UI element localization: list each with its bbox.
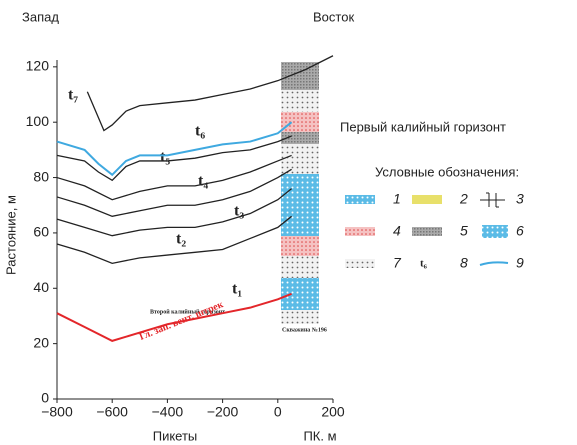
y-tick-label: 0 (41, 390, 49, 406)
series-line (56, 135, 292, 182)
legend: t₆ (345, 192, 509, 270)
layer-label: t₆ (195, 123, 205, 140)
x-tick-label: −400 (152, 404, 184, 420)
series-line (56, 154, 292, 201)
series-line (56, 215, 293, 265)
legend-label: 2 (459, 191, 468, 207)
x-tick-label: −600 (96, 404, 128, 420)
legend-label: 9 (516, 255, 524, 271)
layer-label: t₇ (68, 87, 78, 104)
x-unit-label: ПК. м (303, 428, 336, 443)
y-axis-title: Растояние, м (3, 195, 18, 275)
legend-title: Условные обозначения: (375, 164, 519, 179)
legend-label: 4 (393, 223, 401, 239)
y-tick-label: 20 (33, 334, 49, 350)
legend-label: 1 (393, 191, 401, 207)
legend-label: 3 (516, 191, 524, 207)
series-line (86, 55, 334, 132)
x-tick-label: −800 (41, 404, 73, 420)
x-axis-title: Пикеты (153, 428, 198, 443)
x-tick-label: 0 (274, 404, 282, 420)
legend-symbol: t₆ (420, 258, 428, 270)
x-tick-label: 200 (321, 404, 345, 420)
east-label: Восток (313, 9, 354, 24)
series-line (56, 168, 292, 217)
legend-label: 5 (460, 223, 468, 239)
series-line (56, 188, 293, 237)
y-tick-label: 120 (26, 58, 50, 74)
layer-label: t₅ (160, 149, 170, 166)
legend-label: 8 (460, 255, 468, 271)
legend-label: 6 (516, 223, 524, 239)
series-line (56, 292, 292, 342)
y-tick-label: 100 (26, 113, 50, 129)
strat-column (281, 62, 319, 324)
legend-label: 7 (393, 255, 402, 271)
layer-label: t₁ (232, 281, 242, 298)
series-line (56, 121, 293, 177)
west-label: Запад (22, 9, 59, 24)
y-tick-label: 40 (33, 279, 49, 295)
x-tick-label: −200 (207, 404, 239, 420)
layer-label: t₂ (176, 231, 186, 248)
y-tick-label: 80 (33, 168, 49, 184)
layer-label: t₄ (198, 173, 208, 190)
y-tick-label: 60 (33, 224, 49, 240)
annotation: Второй калийный горизонт (150, 308, 225, 315)
annotation: Скважина №196 (282, 327, 327, 333)
layer-label: t₃ (234, 203, 244, 220)
horizon-label: Первый калийный горизонт (340, 119, 506, 134)
